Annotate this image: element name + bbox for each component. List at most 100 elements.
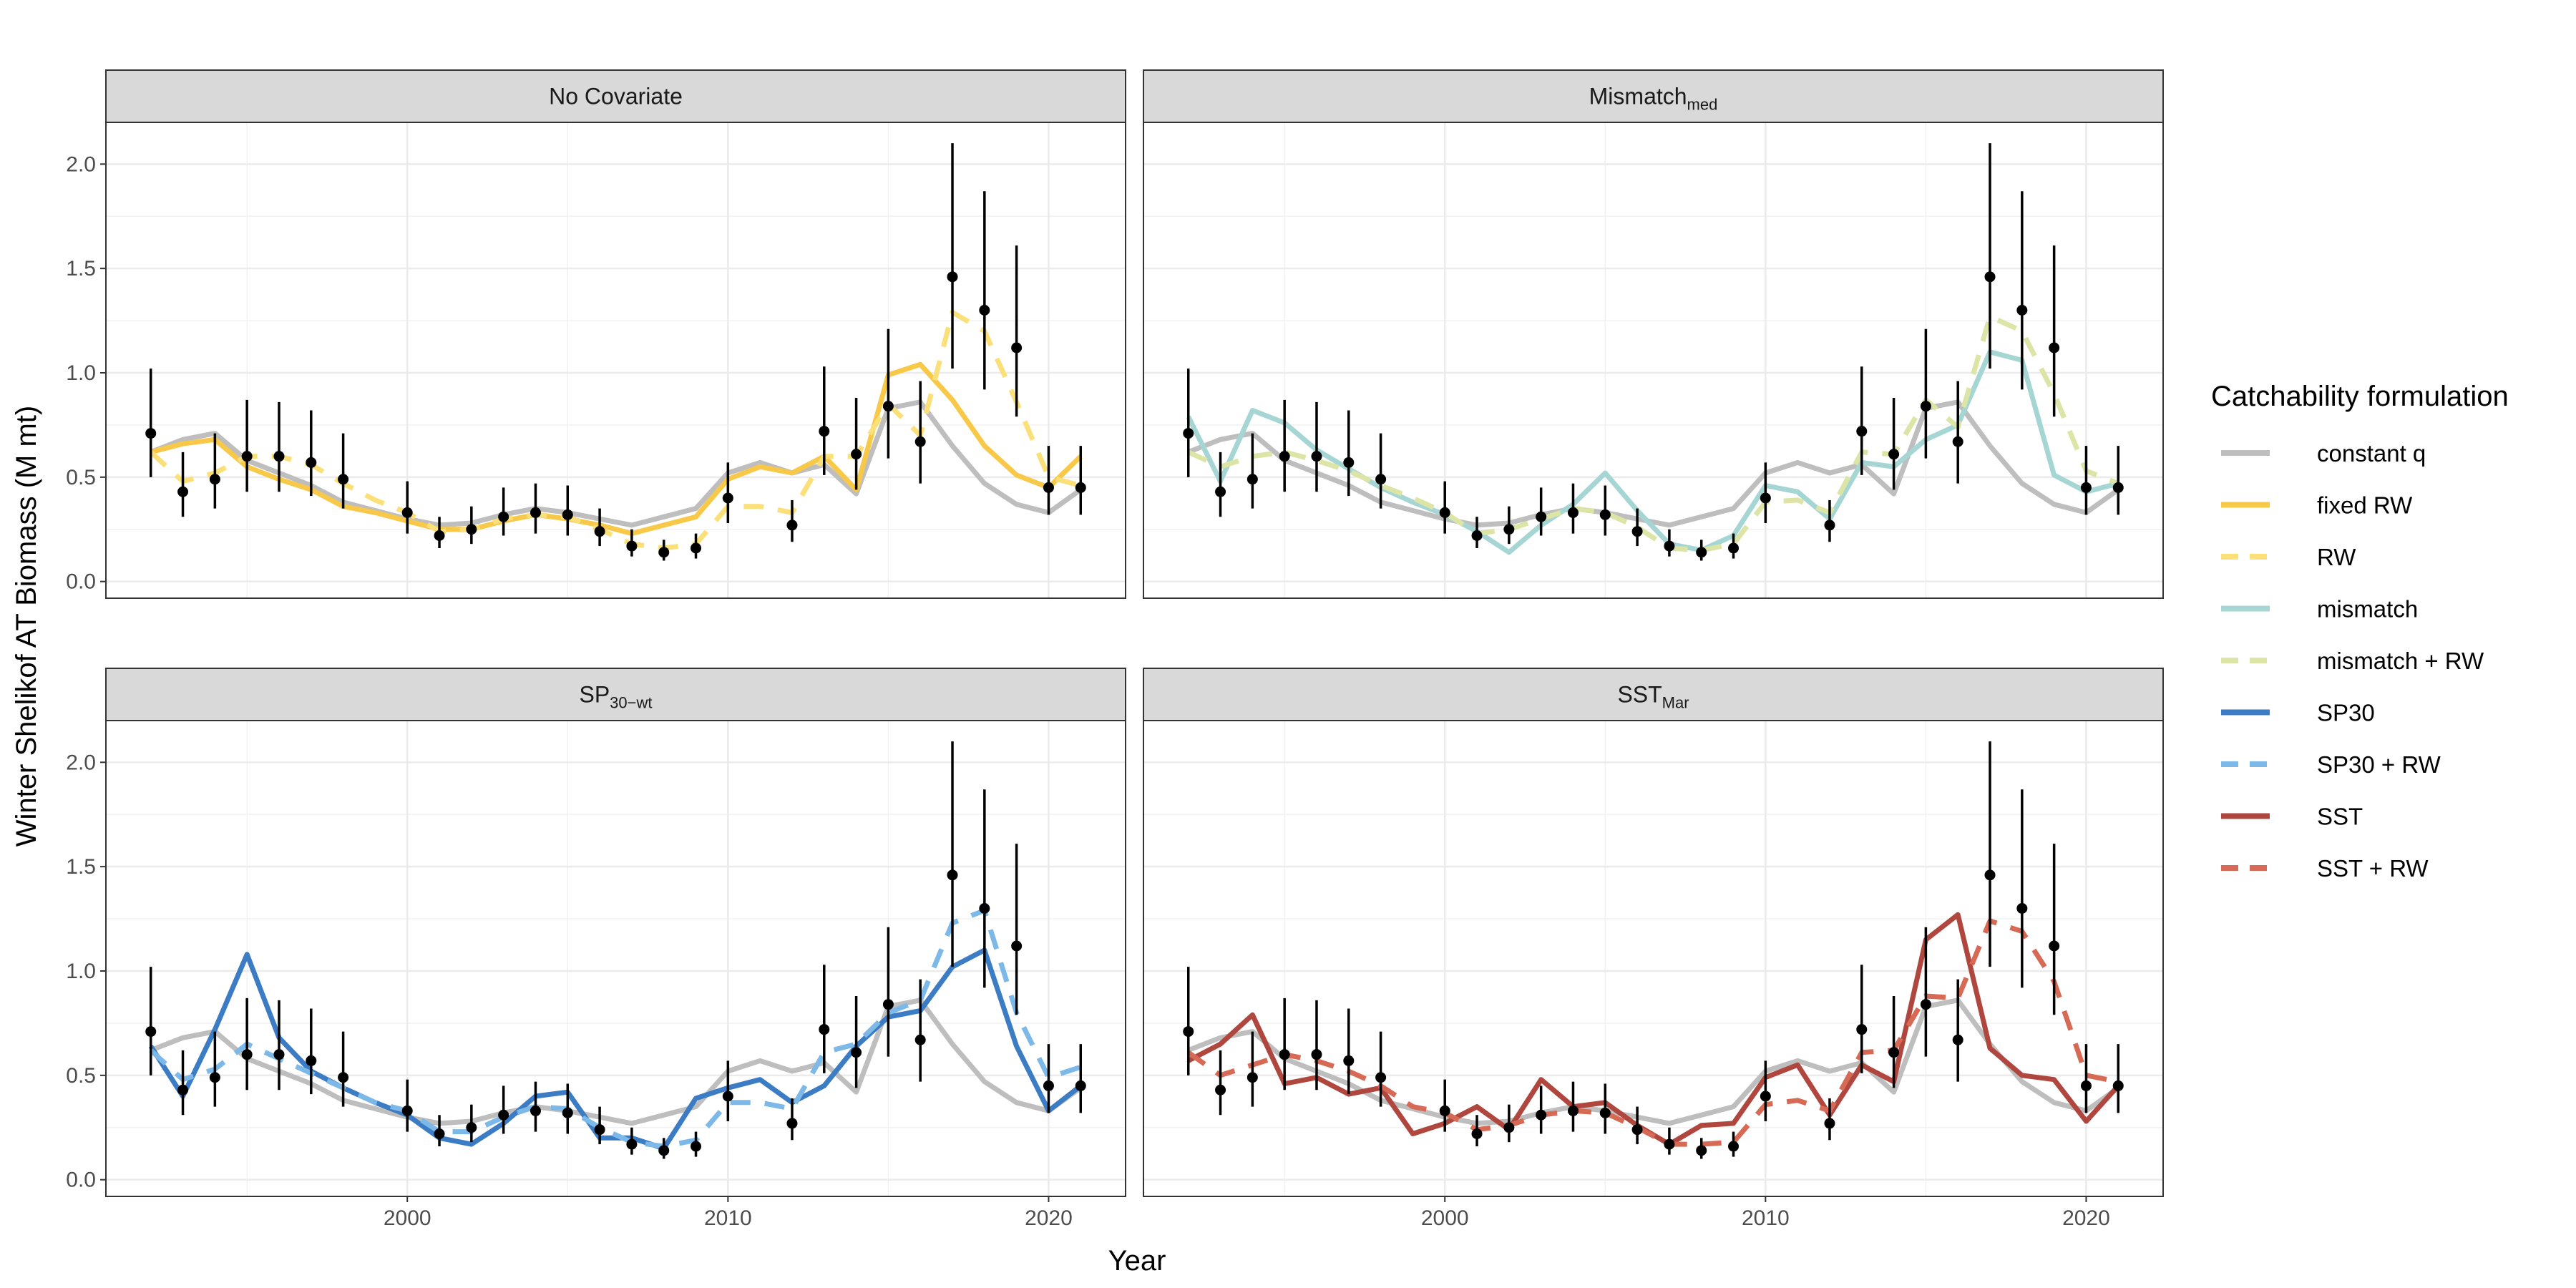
panel-title-subscript: 30−wt — [610, 694, 652, 712]
observation-point — [722, 1091, 733, 1102]
observation-point — [2080, 482, 2092, 493]
observation-point — [1696, 547, 1707, 558]
x-axis-title: Year — [1108, 1245, 1166, 1277]
observation-point — [1011, 342, 1023, 353]
panel-border — [1143, 720, 2164, 1197]
observation-point — [1824, 1118, 1835, 1129]
observation-point — [1503, 524, 1515, 535]
legend-label: constant q — [2317, 440, 2426, 467]
observation-point — [209, 1072, 220, 1083]
observation-point — [851, 449, 862, 460]
observation-point — [466, 1122, 477, 1133]
legend-title: Catchability formulation — [2211, 381, 2509, 412]
observation-point — [1375, 1072, 1387, 1083]
x-tick-label: 2020 — [1025, 1206, 1073, 1230]
observation-point — [979, 903, 990, 914]
observation-point — [2112, 1080, 2124, 1091]
observation-point — [530, 1105, 541, 1116]
legend-label: fixed RW — [2317, 492, 2413, 519]
y-tick-label: 1.0 — [66, 960, 96, 983]
x-tick-label: 2010 — [1742, 1206, 1790, 1230]
observation-point — [1536, 511, 1547, 522]
observation-point — [562, 1107, 573, 1118]
observation-point — [241, 451, 253, 462]
observation-point — [177, 1084, 189, 1096]
observation-point — [1664, 1138, 1675, 1150]
panel-border — [105, 720, 1126, 1197]
y-tick-label: 1.0 — [66, 361, 96, 385]
observation-point — [241, 1049, 253, 1060]
observation-point — [401, 1105, 413, 1116]
observation-point — [658, 1145, 670, 1156]
observation-point — [2112, 482, 2124, 493]
panel-title: No Covariate — [549, 84, 683, 109]
y-tick-label: 0.0 — [66, 1169, 96, 1192]
observation-point — [1952, 1034, 1963, 1045]
observation-point — [1471, 1128, 1483, 1139]
panel-4: SSTMar 2000 2010 2020 — [1143, 668, 2164, 1230]
y-tick-label: 0.5 — [66, 1064, 96, 1088]
observation-point — [947, 869, 958, 881]
plot-background — [106, 122, 1126, 598]
observation-point — [1760, 1091, 1771, 1102]
observation-point — [1599, 509, 1611, 520]
observation-point — [1824, 519, 1835, 531]
observation-point — [306, 457, 317, 468]
observation-point — [1567, 1105, 1579, 1116]
series-line-RW — [149, 309, 1082, 551]
x-tick-label: 2020 — [2062, 1206, 2110, 1230]
observation-point — [786, 1118, 798, 1129]
y-tick-label: 2.0 — [66, 152, 96, 176]
observation-point — [1043, 482, 1054, 493]
legend-item-constant-q: constant q — [2221, 440, 2426, 467]
observation-point — [1279, 451, 1290, 462]
legend-label: SST — [2317, 804, 2363, 830]
observation-point — [1631, 1124, 1643, 1136]
panel-1: No Covariate 0.0 0.5 1.0 1.5 2.0 — [66, 69, 1126, 599]
observation-point — [882, 999, 894, 1010]
observation-point — [1984, 271, 1996, 283]
y-tick-label: 0.5 — [66, 466, 96, 489]
legend-item-SP30: SP30 — [2221, 700, 2375, 726]
observation-point — [626, 1138, 638, 1150]
legend-item-SST: SST — [2221, 804, 2363, 830]
panel-strip — [105, 668, 1126, 721]
observation-point — [1888, 1047, 1900, 1058]
observation-point — [1536, 1109, 1547, 1121]
series-line-fixed-RW — [150, 361, 1083, 537]
observation-point — [498, 511, 509, 522]
observation-point — [401, 507, 413, 518]
observation-point — [1311, 1049, 1322, 1060]
series-line-SST-RW — [1186, 918, 2119, 1147]
observation-point — [1246, 1072, 1258, 1083]
panel-title-subscript: Mar — [1662, 694, 1689, 712]
panel-title-main: No Covariate — [549, 84, 683, 109]
observation-point — [594, 526, 605, 537]
panel-border — [105, 122, 1126, 599]
observation-point — [691, 1141, 702, 1152]
observation-point — [1888, 449, 1900, 460]
panel-strip — [1143, 668, 2164, 721]
observation-point — [306, 1055, 317, 1066]
observation-point — [786, 519, 798, 531]
observation-point — [1183, 428, 1194, 439]
observation-point — [1375, 474, 1387, 485]
observation-point — [691, 542, 702, 554]
panel-title: SSTMar — [1617, 682, 1689, 712]
observation-point — [819, 1024, 830, 1035]
observation-point — [1728, 1141, 1740, 1152]
panel-strip — [1143, 69, 2164, 123]
observation-point — [2049, 940, 2060, 952]
observation-point — [1343, 457, 1355, 468]
observation-point — [1920, 401, 1931, 412]
observation-point — [1856, 426, 1868, 437]
observation-point — [338, 1072, 349, 1083]
observation-point — [1439, 1105, 1450, 1116]
legend: Catchability formulation constant q fixed… — [2211, 381, 2509, 882]
series-line-SP30 — [148, 947, 1083, 1151]
x-tick-label: 2000 — [384, 1206, 431, 1230]
observation-point — [1631, 526, 1643, 537]
legend-item-SP30-RW: SP30 + RW — [2221, 751, 2441, 778]
series-line-SP30-RW — [149, 907, 1082, 1149]
observation-point — [1075, 482, 1086, 493]
